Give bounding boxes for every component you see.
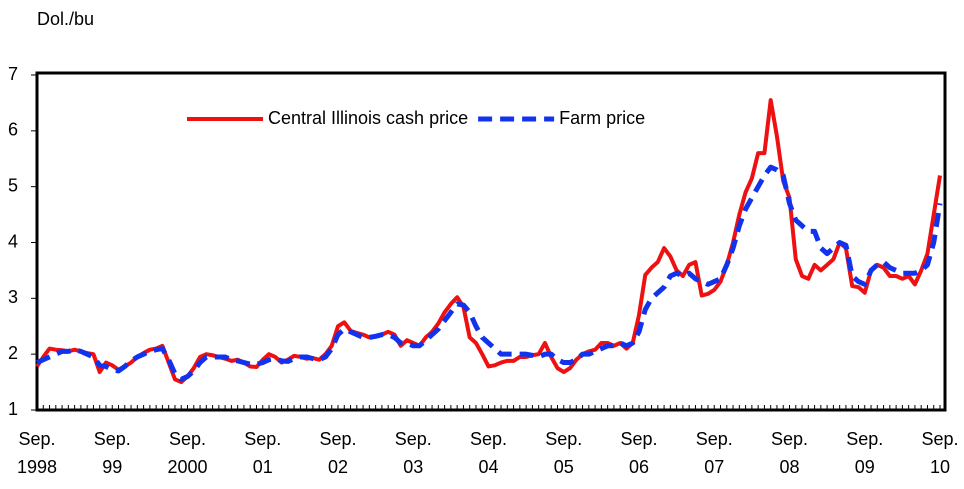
y-tick-label: 1 — [8, 399, 18, 419]
x-tick-label: Sep. 2000 — [167, 429, 207, 477]
series-line — [35, 164, 943, 382]
x-tick-label: Sep. 08 — [771, 429, 808, 477]
x-tick-label: Sep. 04 — [470, 429, 507, 477]
x-tick-label: Sep. 10 — [921, 429, 958, 477]
x-tick-label: Sep. 07 — [696, 429, 733, 477]
legend-label: Central Illinois cash price — [268, 108, 468, 128]
x-tick-label: Sep. 06 — [620, 429, 657, 477]
y-tick-label: 2 — [8, 343, 18, 363]
x-tick-label: Sep. 99 — [94, 429, 131, 477]
y-tick-label: 3 — [8, 287, 18, 307]
y-axis-label: Dol./bu — [37, 9, 94, 29]
plot-frame — [35, 71, 947, 412]
y-tick-label: 5 — [8, 175, 18, 195]
x-tick-label: Sep. 01 — [244, 429, 281, 477]
x-tick-label: Sep. 03 — [395, 429, 432, 477]
x-tick-label: Sep. 1998 — [17, 429, 57, 477]
y-tick-label: 6 — [8, 120, 18, 140]
y-tick-label: 4 — [8, 231, 18, 251]
x-tick-label: Sep. 09 — [846, 429, 883, 477]
legend-label: Farm price — [559, 108, 645, 128]
y-tick-label: 7 — [8, 64, 18, 84]
x-tick-label: Sep. 02 — [319, 429, 356, 477]
x-tick-label: Sep. 05 — [545, 429, 582, 477]
